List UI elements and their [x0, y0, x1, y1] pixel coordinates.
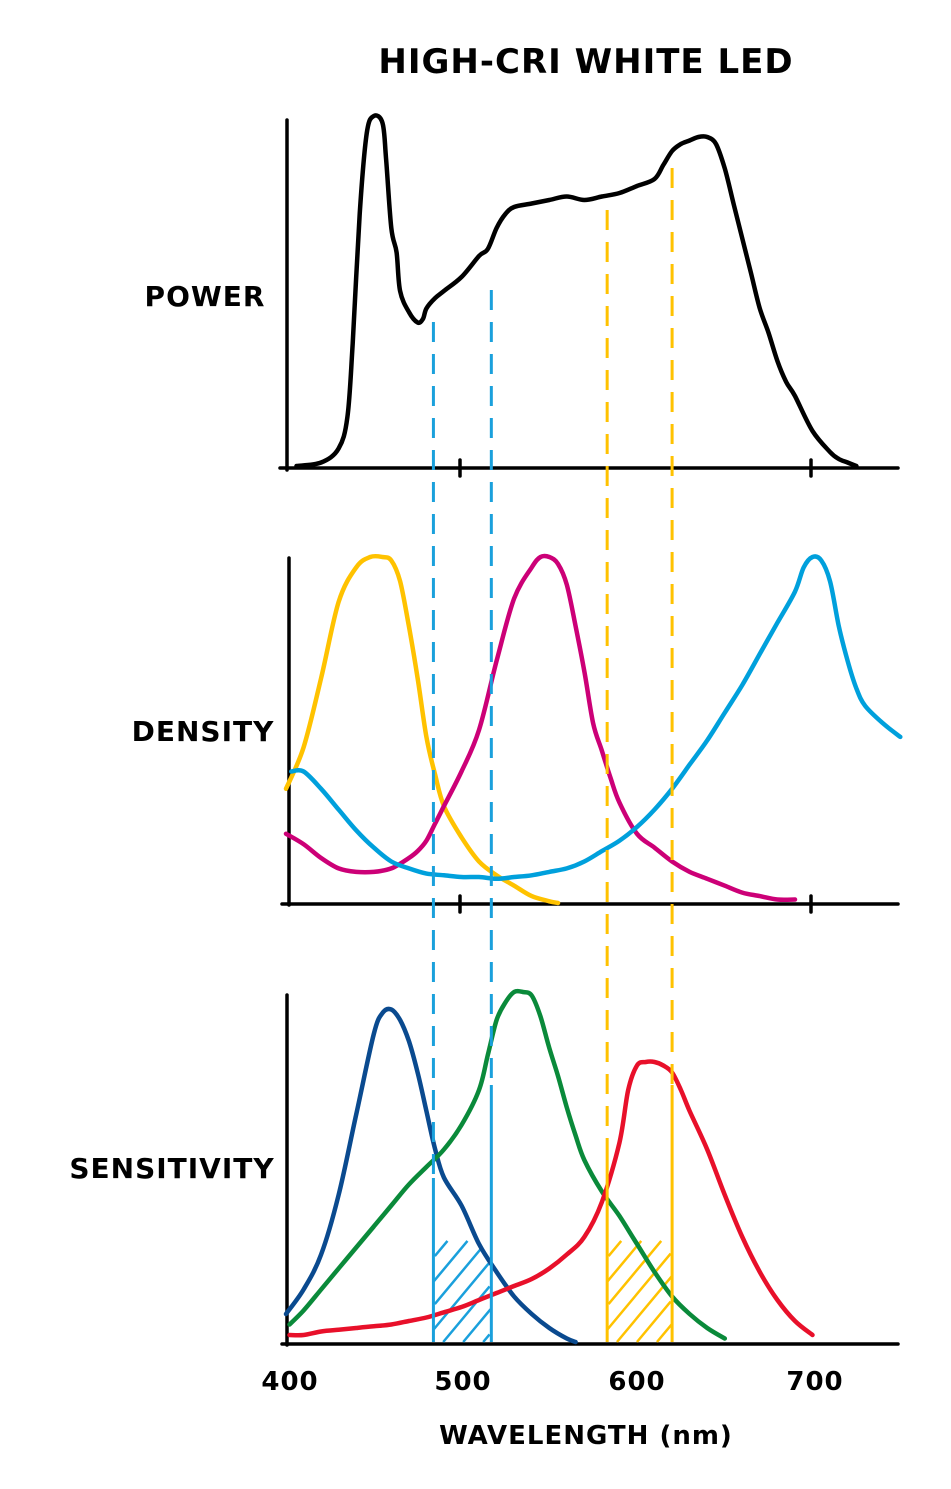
hatch-stroke: [636, 1300, 672, 1343]
power-ylabel: POWER: [145, 280, 266, 313]
hatch-stroke: [606, 1252, 672, 1331]
magenta-density-curve: [283, 553, 798, 903]
density-ylabel: DENSITY: [132, 715, 275, 748]
hatch-stroke: [432, 1240, 469, 1283]
hatch-stroke: [606, 1240, 643, 1283]
sensitivity-ylabel: SENSITIVITY: [69, 1152, 274, 1185]
x-tick-label-400: 400: [261, 1367, 318, 1397]
red-sensitivity-curve: [287, 1059, 815, 1338]
cyan-density-curve: [289, 554, 903, 882]
x-axis-label: WAVELENGTH (nm): [439, 1421, 733, 1451]
density-panel: DENSITY: [132, 553, 903, 914]
yellow-band-hatch: [606, 1240, 673, 1343]
hatch-stroke: [462, 1308, 492, 1343]
x-tick-label-600: 600: [608, 1367, 665, 1397]
hatch-stroke: [482, 1333, 491, 1343]
power-curve: [294, 113, 859, 469]
blue-band-hatch: [432, 1240, 492, 1343]
hatch-stroke: [442, 1285, 491, 1343]
hatch-stroke: [656, 1323, 673, 1343]
x-tick-label-700: 700: [786, 1367, 843, 1397]
hatch-stroke: [433, 1247, 483, 1305]
sensitivity-panel: SENSITIVITY 400 500 600 700 WAVELENGTH (…: [69, 988, 900, 1451]
yellow-density-curve: [283, 553, 561, 906]
green-sensitivity-curve: [287, 988, 728, 1341]
x-tick-label-500: 500: [434, 1367, 491, 1397]
hatch-stroke: [607, 1240, 663, 1305]
chart-title: HIGH-CRI WHITE LED: [378, 42, 793, 82]
hatch-stroke: [607, 1240, 623, 1257]
band-guide-lines: [431, 168, 674, 1342]
hatch-stroke: [432, 1262, 490, 1331]
power-panel: POWER: [145, 113, 900, 478]
blue-sensitivity-curve: [283, 1006, 578, 1345]
hatch-stroke: [433, 1240, 449, 1257]
